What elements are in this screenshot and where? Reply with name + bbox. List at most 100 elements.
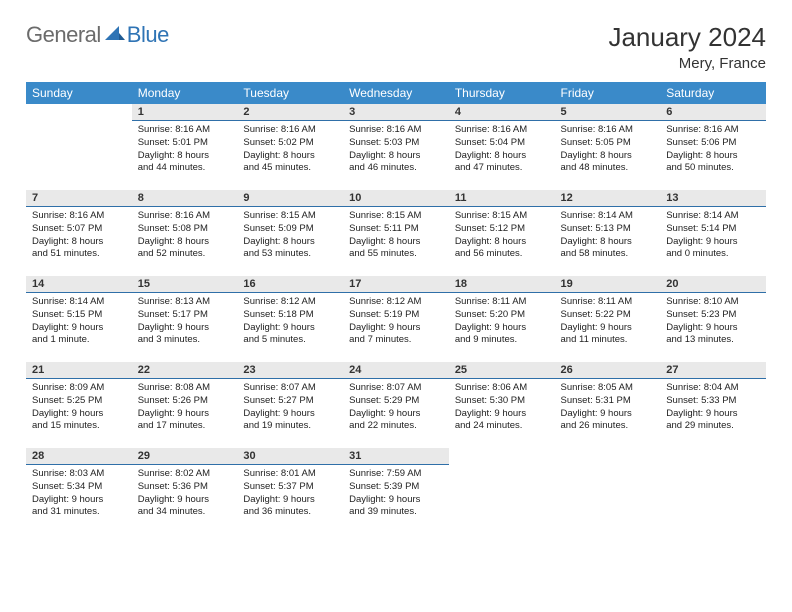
- calendar-cell: [555, 448, 661, 534]
- day-line: and 24 minutes.: [455, 420, 549, 433]
- weekday-header: Monday: [132, 82, 238, 104]
- day-line: Sunrise: 8:07 AM: [243, 382, 337, 395]
- day-number: 3: [343, 104, 449, 121]
- calendar-cell: [26, 104, 132, 190]
- day-details: Sunrise: 8:13 AMSunset: 5:17 PMDaylight:…: [132, 293, 238, 351]
- day-details: Sunrise: 8:01 AMSunset: 5:37 PMDaylight:…: [237, 465, 343, 523]
- day-line: Sunrise: 8:05 AM: [561, 382, 655, 395]
- title-block: January 2024 Mery, France: [608, 22, 766, 72]
- day-line: and 22 minutes.: [349, 420, 443, 433]
- calendar-cell: [449, 448, 555, 534]
- calendar-cell: 3 Sunrise: 8:16 AMSunset: 5:03 PMDaylight…: [343, 104, 449, 190]
- day-line: Sunset: 5:14 PM: [666, 223, 760, 236]
- day-line: Daylight: 9 hours: [666, 236, 760, 249]
- day-line: Sunset: 5:13 PM: [561, 223, 655, 236]
- day-line: Daylight: 8 hours: [349, 150, 443, 163]
- day-details: Sunrise: 8:02 AMSunset: 5:36 PMDaylight:…: [132, 465, 238, 523]
- day-line: Sunset: 5:30 PM: [455, 395, 549, 408]
- day-line: and 47 minutes.: [455, 162, 549, 175]
- calendar-cell: 9Sunrise: 8:15 AMSunset: 5:09 PMDaylight…: [237, 190, 343, 276]
- day-line: Sunrise: 8:16 AM: [349, 124, 443, 137]
- day-number: 21: [26, 362, 132, 379]
- day-line: Sunset: 5:22 PM: [561, 309, 655, 322]
- day-line: Sunset: 5:33 PM: [666, 395, 760, 408]
- day-line: Sunset: 5:09 PM: [243, 223, 337, 236]
- day-line: Sunrise: 8:16 AM: [138, 210, 232, 223]
- day-number: 23: [237, 362, 343, 379]
- location-label: Mery, France: [608, 55, 766, 72]
- day-line: Daylight: 8 hours: [666, 150, 760, 163]
- day-number: 1: [132, 104, 238, 121]
- day-line: Daylight: 9 hours: [349, 322, 443, 335]
- calendar-cell: 29Sunrise: 8:02 AMSunset: 5:36 PMDayligh…: [132, 448, 238, 534]
- day-line: and 29 minutes.: [666, 420, 760, 433]
- day-line: Daylight: 9 hours: [32, 408, 126, 421]
- day-line: Daylight: 9 hours: [455, 322, 549, 335]
- day-line: Sunrise: 8:01 AM: [243, 468, 337, 481]
- weekday-header: Friday: [555, 82, 661, 104]
- day-line: Sunrise: 8:11 AM: [561, 296, 655, 309]
- day-line: Daylight: 9 hours: [561, 322, 655, 335]
- calendar-cell: 12Sunrise: 8:14 AMSunset: 5:13 PMDayligh…: [555, 190, 661, 276]
- calendar-cell: 1Sunrise: 8:16 AMSunset: 5:01 PMDaylight…: [132, 104, 238, 190]
- day-line: Sunset: 5:29 PM: [349, 395, 443, 408]
- weekday-header-row: SundayMondayTuesdayWednesdayThursdayFrid…: [26, 82, 766, 104]
- calendar-cell: 13Sunrise: 8:14 AMSunset: 5:14 PMDayligh…: [660, 190, 766, 276]
- day-line: and 39 minutes.: [349, 506, 443, 519]
- day-number: 19: [555, 276, 661, 293]
- day-line: Daylight: 8 hours: [138, 150, 232, 163]
- day-line: Sunset: 5:02 PM: [243, 137, 337, 150]
- day-line: Sunset: 5:25 PM: [32, 395, 126, 408]
- day-number: 27: [660, 362, 766, 379]
- day-line: Daylight: 8 hours: [243, 150, 337, 163]
- day-number: 16: [237, 276, 343, 293]
- day-number: 14: [26, 276, 132, 293]
- day-details: Sunrise: 8:14 AMSunset: 5:13 PMDaylight:…: [555, 207, 661, 265]
- day-number: 8: [132, 190, 238, 207]
- day-number: 4: [449, 104, 555, 121]
- day-number: 29: [132, 448, 238, 465]
- day-details: Sunrise: 8:15 AMSunset: 5:12 PMDaylight:…: [449, 207, 555, 265]
- day-line: Sunset: 5:15 PM: [32, 309, 126, 322]
- day-line: Daylight: 9 hours: [666, 322, 760, 335]
- day-line: and 44 minutes.: [138, 162, 232, 175]
- day-details: Sunrise: 8:03 AMSunset: 5:34 PMDaylight:…: [26, 465, 132, 523]
- day-line: and 7 minutes.: [349, 334, 443, 347]
- day-line: Sunset: 5:39 PM: [349, 481, 443, 494]
- day-line: and 51 minutes.: [32, 248, 126, 261]
- day-line: Sunset: 5:04 PM: [455, 137, 549, 150]
- calendar-cell: 21Sunrise: 8:09 AMSunset: 5:25 PMDayligh…: [26, 362, 132, 448]
- weekday-header: Thursday: [449, 82, 555, 104]
- day-line: Sunrise: 8:16 AM: [666, 124, 760, 137]
- day-line: and 46 minutes.: [349, 162, 443, 175]
- day-details: Sunrise: 8:11 AMSunset: 5:20 PMDaylight:…: [449, 293, 555, 351]
- day-line: and 50 minutes.: [666, 162, 760, 175]
- calendar-cell: 5Sunrise: 8:16 AMSunset: 5:05 PMDaylight…: [555, 104, 661, 190]
- day-line: Sunrise: 8:08 AM: [138, 382, 232, 395]
- day-details: Sunrise: 8:04 AMSunset: 5:33 PMDaylight:…: [660, 379, 766, 437]
- brand-text-2: Blue: [127, 22, 169, 48]
- day-line: Sunrise: 8:14 AM: [561, 210, 655, 223]
- day-line: Sunset: 5:26 PM: [138, 395, 232, 408]
- day-line: Sunset: 5:27 PM: [243, 395, 337, 408]
- day-line: Sunset: 5:36 PM: [138, 481, 232, 494]
- day-line: and 36 minutes.: [243, 506, 337, 519]
- calendar-cell: 10Sunrise: 8:15 AMSunset: 5:11 PMDayligh…: [343, 190, 449, 276]
- day-line: Sunrise: 7:59 AM: [349, 468, 443, 481]
- day-line: Sunset: 5:03 PM: [349, 137, 443, 150]
- day-line: Daylight: 8 hours: [138, 236, 232, 249]
- day-number: 2: [237, 104, 343, 121]
- calendar-cell: 14Sunrise: 8:14 AMSunset: 5:15 PMDayligh…: [26, 276, 132, 362]
- day-line: Daylight: 8 hours: [349, 236, 443, 249]
- day-line: Daylight: 8 hours: [455, 150, 549, 163]
- day-line: Sunrise: 8:07 AM: [349, 382, 443, 395]
- day-line: and 55 minutes.: [349, 248, 443, 261]
- day-line: Sunset: 5:19 PM: [349, 309, 443, 322]
- day-line: and 56 minutes.: [455, 248, 549, 261]
- day-details: Sunrise: 7:59 AMSunset: 5:39 PMDaylight:…: [343, 465, 449, 523]
- day-line: Sunset: 5:34 PM: [32, 481, 126, 494]
- day-line: Sunrise: 8:10 AM: [666, 296, 760, 309]
- day-line: Sunrise: 8:12 AM: [243, 296, 337, 309]
- day-line: Sunrise: 8:16 AM: [138, 124, 232, 137]
- calendar-cell: 6Sunrise: 8:16 AMSunset: 5:06 PMDaylight…: [660, 104, 766, 190]
